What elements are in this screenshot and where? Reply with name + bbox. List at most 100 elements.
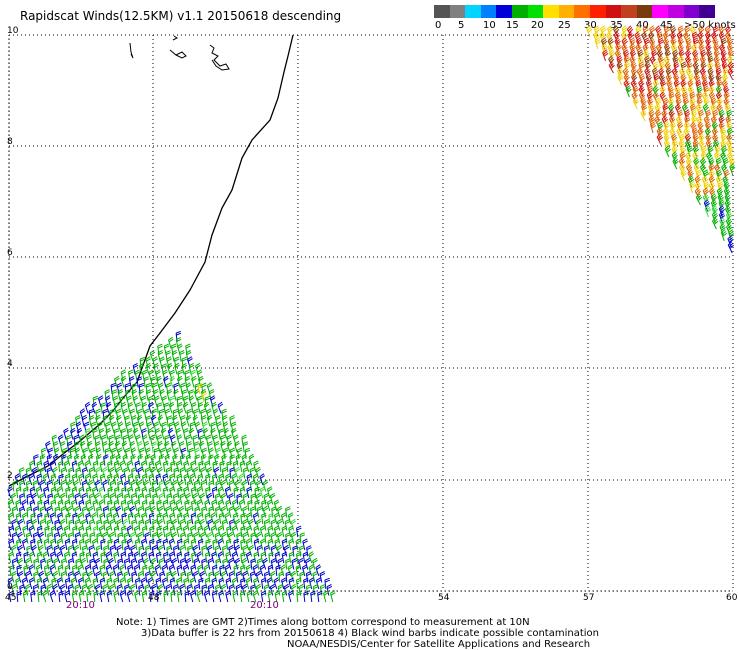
wind-barb [145, 389, 152, 401]
wind-barb [173, 467, 180, 479]
wind-barb [217, 401, 224, 414]
wind-barb [242, 492, 249, 505]
wind-barb [226, 525, 232, 538]
wind-barb [264, 532, 271, 544]
wind-barb [247, 499, 253, 512]
wind-barb [270, 570, 276, 583]
wind-barb [673, 79, 680, 92]
wind-barb [10, 492, 17, 505]
island [209, 44, 230, 71]
wind-barb [113, 473, 120, 486]
wind-barb [211, 577, 217, 590]
wind-barb [64, 538, 71, 551]
wind-barb [139, 356, 146, 369]
map-title: Rapidscat Winds(12.5KM) v1.1 20150618 de… [20, 9, 342, 23]
wind-barb [147, 427, 154, 440]
wind-barb [204, 512, 211, 525]
wind-barb [676, 127, 683, 140]
wind-barb [245, 538, 252, 551]
wind-barb [716, 79, 723, 92]
wind-barb [723, 97, 730, 110]
wind-barb [157, 440, 163, 453]
wind-barb [602, 49, 609, 62]
wind-barb [718, 205, 725, 218]
wind-barb [312, 570, 318, 583]
wind-barb [177, 590, 183, 603]
wind-barb [95, 408, 101, 421]
wind-barb [644, 67, 651, 80]
wind-barb [232, 590, 239, 603]
wind-barb [203, 590, 210, 603]
wind-barb [145, 545, 151, 557]
wind-barb [53, 557, 59, 570]
wind-barb [705, 139, 712, 152]
wind-barb [103, 519, 109, 531]
wind-barb [113, 538, 120, 551]
wind-barb [716, 187, 723, 200]
wind-barb [696, 85, 703, 98]
wind-barb [190, 460, 196, 473]
wind-barb [710, 193, 717, 206]
wind-barb [684, 133, 692, 146]
wind-barb [122, 434, 129, 447]
wind-barb [692, 133, 699, 146]
wind-barbs [7, 25, 736, 603]
wind-barb [285, 506, 291, 518]
wind-barb [60, 531, 67, 544]
wind-barb [8, 525, 15, 538]
wind-barb [165, 382, 172, 395]
wind-barb [674, 85, 681, 98]
wind-barb [103, 493, 109, 505]
wind-barb [148, 401, 154, 414]
colorbar-swatch [434, 5, 451, 18]
wind-barb [141, 590, 148, 603]
wind-barb [671, 139, 678, 152]
wind-barb [699, 55, 707, 68]
wind-barb [663, 139, 671, 152]
wind-barb [75, 421, 82, 434]
wind-barb [130, 493, 137, 505]
wind-barb [156, 499, 162, 512]
wind-barb [259, 473, 265, 486]
wind-barb [634, 31, 641, 44]
footer-credit: NOAA/NESDIS/Center for Satellite Applica… [287, 639, 591, 650]
wind-barb [36, 577, 43, 590]
wind-barb [296, 590, 302, 603]
wind-barb [96, 506, 102, 518]
wind-barb [234, 440, 240, 453]
wind-barb [11, 506, 18, 518]
wind-barb [50, 499, 56, 512]
wind-barb [145, 571, 151, 583]
wind-barb [637, 55, 644, 68]
wind-barb [142, 564, 148, 577]
wind-barb [64, 590, 70, 603]
wind-barb [201, 391, 207, 403]
wind-barb [303, 590, 309, 603]
wind-barb [649, 55, 656, 68]
wind-barb [274, 538, 280, 551]
wind-barb [708, 91, 716, 104]
wind-barb [102, 414, 109, 427]
wind-barb [16, 564, 22, 577]
wind-barb [685, 163, 693, 176]
wind-barb [249, 480, 256, 492]
wind-barb [275, 564, 281, 577]
wind-barb [196, 369, 203, 382]
wind-barb [645, 79, 653, 92]
wind-barb [711, 31, 718, 44]
colorbar-label: 5 [458, 20, 465, 31]
wind-barb [85, 512, 91, 525]
wind-barb [236, 493, 242, 505]
wind-barb [233, 564, 240, 577]
wind-barb [664, 61, 672, 74]
wind-barb [176, 525, 182, 538]
wind-barb [711, 211, 719, 224]
wind-barb [109, 506, 116, 518]
wind-barb [50, 538, 56, 551]
wind-barb [656, 127, 663, 140]
wind-barb [99, 473, 106, 486]
wind-barb [623, 55, 630, 68]
wind-barb [252, 590, 259, 603]
wind-barb [647, 97, 654, 110]
wind-barb [140, 460, 147, 473]
